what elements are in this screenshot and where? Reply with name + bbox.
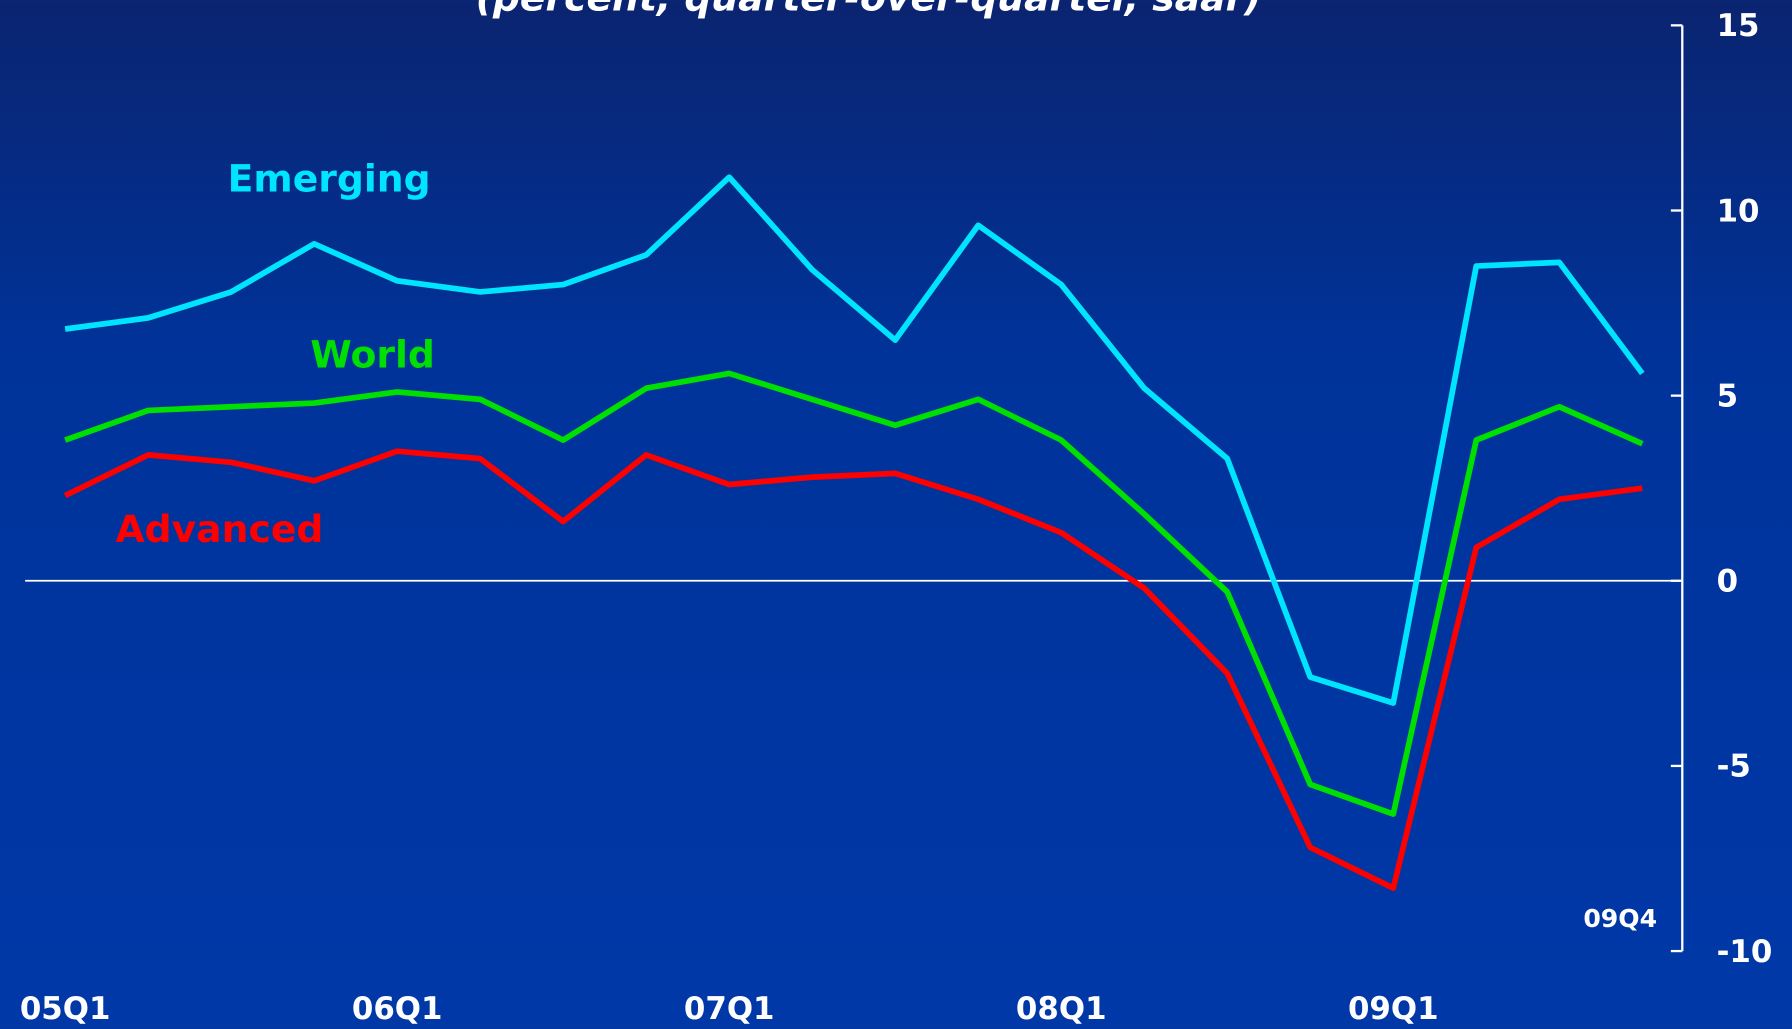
series-label: Emerging: [228, 156, 431, 200]
y-tick-label: 15: [1717, 8, 1760, 44]
series-line: [64, 174, 1645, 706]
x-tick-label: 06Q1: [352, 991, 443, 1027]
series-line: [64, 370, 1644, 817]
y-tick-label: 0: [1717, 564, 1738, 600]
y-tick-label: -5: [1717, 749, 1751, 785]
series-line: [63, 448, 1643, 891]
y-tick-label: 5: [1717, 378, 1738, 414]
y-tick-label: -10: [1717, 934, 1773, 970]
chart-subtitle: (percent, quarter-over-quarter, saar): [476, 0, 1262, 20]
series-label: World: [310, 332, 435, 376]
x-tick-label: 07Q1: [684, 991, 775, 1027]
annotation: 09Q4: [1583, 904, 1657, 933]
x-tick-label: 09Q1: [1348, 991, 1439, 1027]
y-tick-label: 10: [1717, 193, 1760, 229]
x-tick-label: 08Q1: [1016, 991, 1107, 1027]
series-label: Advanced: [115, 507, 323, 551]
x-tick-label: 05Q1: [20, 991, 111, 1027]
